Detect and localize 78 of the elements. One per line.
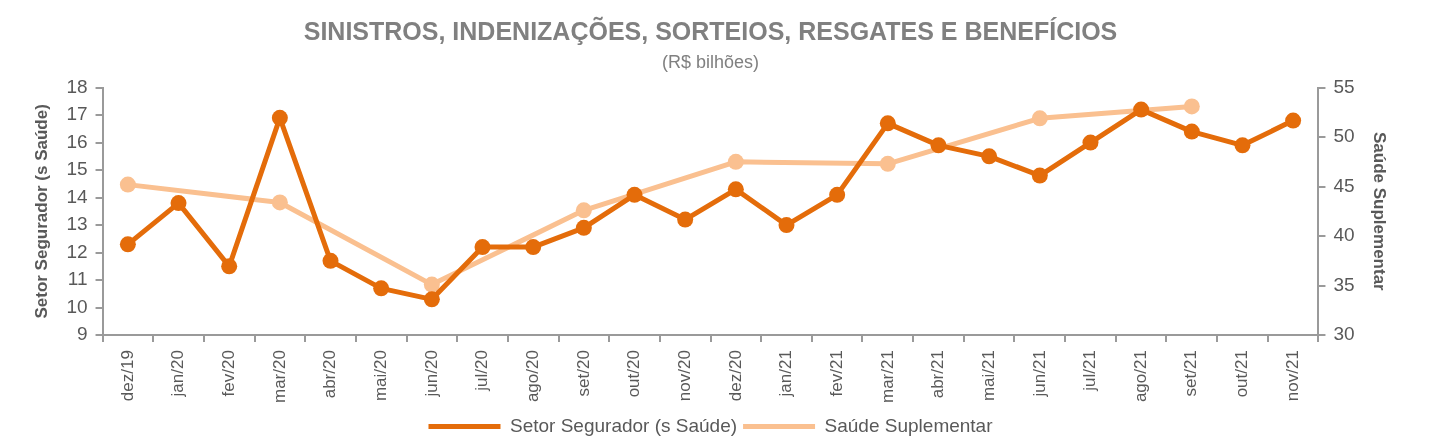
y2-axis-title: Saúde Suplementar xyxy=(1370,131,1390,292)
point xyxy=(525,239,542,256)
chart-title: SINISTROS, INDENIZAÇÕES, SORTEIOS, RESGATES E BENEFÍCIOS xyxy=(303,15,1118,45)
x-tick-label: ago/20 xyxy=(522,350,542,403)
y-tick-label: 12 xyxy=(66,240,88,262)
y-tick-label: 14 xyxy=(66,185,88,207)
x-tick-label: ago/21 xyxy=(1130,350,1150,403)
point xyxy=(119,176,136,193)
y-tick-label: 15 xyxy=(66,158,88,180)
x-tick-label: nov/20 xyxy=(674,350,694,402)
y2-tick-label: 30 xyxy=(1333,323,1355,345)
point xyxy=(727,153,744,170)
point xyxy=(423,276,440,293)
x-tick-label: jul/20 xyxy=(472,350,492,392)
x-tick-label: mar/20 xyxy=(269,350,289,404)
y-tick-label: 17 xyxy=(66,103,88,125)
point xyxy=(474,239,491,256)
x-tick-label: mar/21 xyxy=(877,350,897,404)
chart-subtitle: (R$ bilhões) xyxy=(661,51,760,72)
x-tick-label: abr/20 xyxy=(320,350,340,399)
point xyxy=(575,202,592,219)
y-tick-label: 9 xyxy=(76,323,88,345)
point xyxy=(1133,101,1150,118)
point xyxy=(727,181,744,198)
y-tick-label: 11 xyxy=(67,268,88,290)
y-tick-label: 13 xyxy=(66,213,88,235)
point xyxy=(1285,112,1302,129)
x-tick-label: jun/21 xyxy=(1029,350,1049,398)
x-tick-label: fev/21 xyxy=(826,350,846,397)
y2-tick-label: 40 xyxy=(1333,224,1355,246)
point xyxy=(879,155,896,172)
x-tick-label: mai/20 xyxy=(370,350,390,402)
y2-tick-label: 55 xyxy=(1333,75,1355,97)
x-tick-label: nov/21 xyxy=(1282,350,1302,402)
y-tick-label: 10 xyxy=(66,295,88,317)
x-tick-label: dez/20 xyxy=(725,350,745,402)
x-tick-label: out/21 xyxy=(1232,350,1252,398)
x-tick-label: jan/21 xyxy=(776,350,796,398)
x-tick-label: jun/20 xyxy=(421,350,441,398)
point xyxy=(322,252,339,269)
x-tick-label: abr/21 xyxy=(928,350,948,399)
y2-tick-label: 50 xyxy=(1333,125,1355,147)
point xyxy=(1234,137,1251,154)
x-tick-label: jul/21 xyxy=(1080,350,1100,392)
point xyxy=(1183,98,1200,115)
point xyxy=(373,280,390,297)
point xyxy=(423,291,440,308)
point xyxy=(829,186,846,203)
point xyxy=(271,109,288,126)
point xyxy=(575,219,592,236)
x-tick-label: set/20 xyxy=(573,350,593,397)
point xyxy=(1183,123,1200,140)
y-tick-label: 18 xyxy=(66,75,88,97)
y-axis-title: Setor Segurador (s Saúde) xyxy=(31,104,51,319)
point xyxy=(778,217,795,234)
legend-label: Setor Segurador (s Saúde) xyxy=(509,414,738,436)
point xyxy=(119,236,136,253)
y2-tick-label: 45 xyxy=(1333,174,1355,196)
point xyxy=(170,195,187,212)
point xyxy=(930,137,947,154)
point xyxy=(1082,134,1099,151)
y2-tick-label: 35 xyxy=(1333,273,1355,295)
point xyxy=(1031,167,1048,184)
point xyxy=(981,148,998,165)
point xyxy=(271,194,288,211)
x-tick-label: set/21 xyxy=(1181,350,1201,397)
legend-label: Saúde Suplementar xyxy=(824,414,994,436)
y-tick-label: 16 xyxy=(66,130,88,152)
point xyxy=(221,258,238,275)
x-tick-label: out/20 xyxy=(624,350,644,398)
point xyxy=(677,211,694,228)
x-tick-label: dez/19 xyxy=(117,350,137,402)
point xyxy=(879,115,896,132)
point xyxy=(1031,110,1048,127)
point xyxy=(626,186,643,203)
x-tick-label: fev/20 xyxy=(218,350,238,397)
x-tick-label: jan/20 xyxy=(168,350,188,398)
x-tick-label: mai/21 xyxy=(978,350,998,402)
